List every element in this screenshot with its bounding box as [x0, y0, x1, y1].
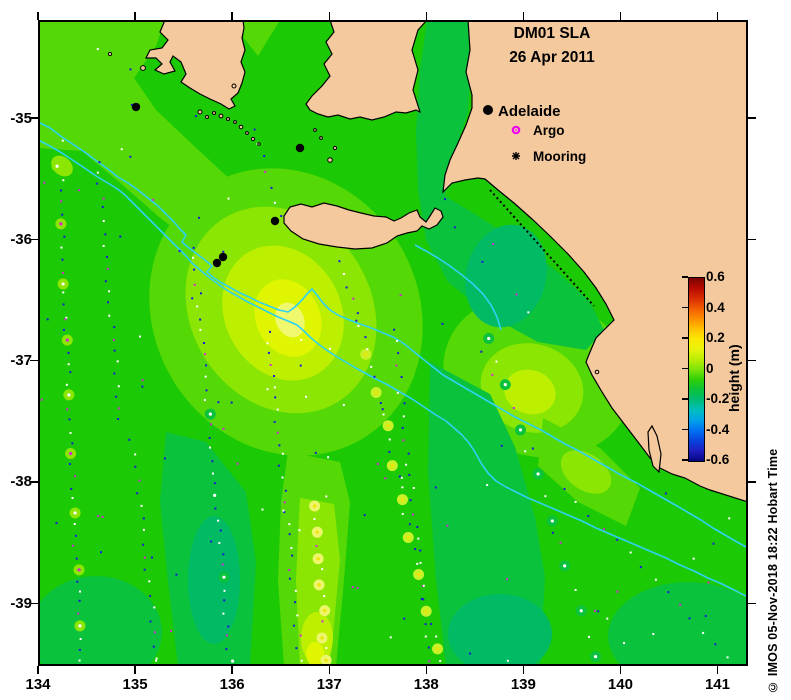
y-tick-left: [30, 481, 38, 483]
adelaide-label: Adelaide: [498, 103, 561, 120]
adelaide-city-dot: [483, 105, 493, 115]
y-tick-right: [748, 117, 756, 119]
x-tick-bottom: [328, 666, 331, 674]
colorbar-tick-label: 0.2: [706, 330, 725, 345]
y-axis-label: -36: [10, 230, 32, 248]
x-axis-label: 134: [25, 676, 51, 693]
colorbar-tick: [682, 459, 688, 461]
y-tick-right: [748, 359, 756, 362]
x-tick-top: [522, 12, 525, 20]
x-tick-bottom: [425, 666, 428, 674]
kangaroo-island: [283, 202, 444, 250]
colorbar-tick: [682, 306, 688, 309]
x-tick-top: [231, 12, 234, 20]
sla-contour-lines: [38, 121, 748, 598]
argo-label: Argo: [533, 123, 565, 138]
argo-legend-icon: [511, 125, 521, 135]
x-axis-label: 137: [316, 676, 342, 693]
colorbar-tick: [682, 428, 688, 431]
y-tick-right: [748, 481, 756, 483]
y-axis-label: -38: [10, 473, 32, 491]
plot-frame: [38, 20, 748, 666]
y-tick-left: [30, 117, 38, 119]
x-axis-label: 140: [607, 676, 633, 693]
y-axis-label: -39: [10, 594, 32, 612]
x-tick-top: [134, 12, 136, 20]
x-tick-top: [716, 12, 719, 20]
x-tick-top: [425, 12, 428, 20]
title-line1: DM01 SLA: [514, 25, 591, 42]
yorke-peninsula: [305, 20, 428, 121]
map-title: DM01 SLA 26 Apr 2011: [509, 25, 595, 66]
colorbar: [688, 277, 705, 462]
map-plot-area: Adelaide Argo Mooring DM01 SLA 26 Apr 20…: [38, 20, 748, 666]
x-axis-label: 136: [219, 676, 245, 693]
x-tick-bottom: [134, 666, 136, 674]
y-tick-right: [748, 602, 756, 605]
map-canvas: Adelaide Argo Mooring DM01 SLA 26 Apr 20…: [38, 20, 748, 666]
y-axis-label: -37: [10, 352, 32, 370]
colorbar-tick-label: 0.4: [706, 299, 725, 315]
x-tick-bottom: [619, 666, 622, 674]
coorong-barrier-hatching: [489, 189, 595, 307]
x-axis-label: 139: [510, 676, 536, 693]
colorbar-tick-label: -0.6: [706, 452, 730, 467]
x-tick-top: [328, 12, 331, 20]
mainland-southeast: [442, 20, 748, 503]
y-tick-left: [30, 602, 38, 605]
x-tick-bottom: [522, 666, 525, 674]
imos-watermark: © IMOS 05-Nov-2018 18:22 Hobart Time: [766, 448, 780, 694]
small-islands: [107, 51, 600, 375]
colorbar-tick: [682, 337, 688, 339]
title-line2: 26 Apr 2011: [509, 49, 595, 66]
colorbar-tick: [682, 367, 688, 370]
coastal-sliver-island: [647, 424, 662, 474]
map-legend: Adelaide Argo Mooring: [483, 103, 586, 164]
y-tick-right: [748, 238, 756, 241]
colorbar-title: height (m): [726, 344, 742, 412]
colorbar-tick-label: 0: [706, 360, 714, 376]
colorbar-tick: [682, 398, 688, 400]
mooring-label: Mooring: [533, 149, 586, 164]
colorbar-tick: [682, 276, 688, 278]
sla-filled-contours: [38, 20, 748, 666]
altimetry-track-dots: [40, 48, 731, 666]
colorbar-tick-label: -0.4: [706, 421, 730, 437]
y-tick-left: [30, 359, 38, 362]
x-tick-top: [37, 12, 39, 20]
land-polygons: [145, 20, 748, 503]
y-tick-left: [30, 238, 38, 241]
x-tick-bottom: [37, 666, 39, 674]
eyre-peninsula: [145, 20, 246, 110]
colorbar-tick-label: 0.6: [706, 269, 725, 284]
x-tick-bottom: [231, 666, 234, 674]
y-axis-label: -35: [10, 109, 32, 127]
x-axis-label: 138: [413, 676, 439, 693]
x-tick-bottom: [716, 666, 719, 674]
x-axis-label: 141: [704, 676, 730, 693]
mooring-legend-icon: [512, 152, 520, 160]
mooring-markers: [131, 102, 305, 268]
x-tick-top: [619, 12, 622, 20]
colorbar-tick-label: -0.2: [706, 391, 730, 406]
x-axis-label: 135: [122, 676, 148, 693]
